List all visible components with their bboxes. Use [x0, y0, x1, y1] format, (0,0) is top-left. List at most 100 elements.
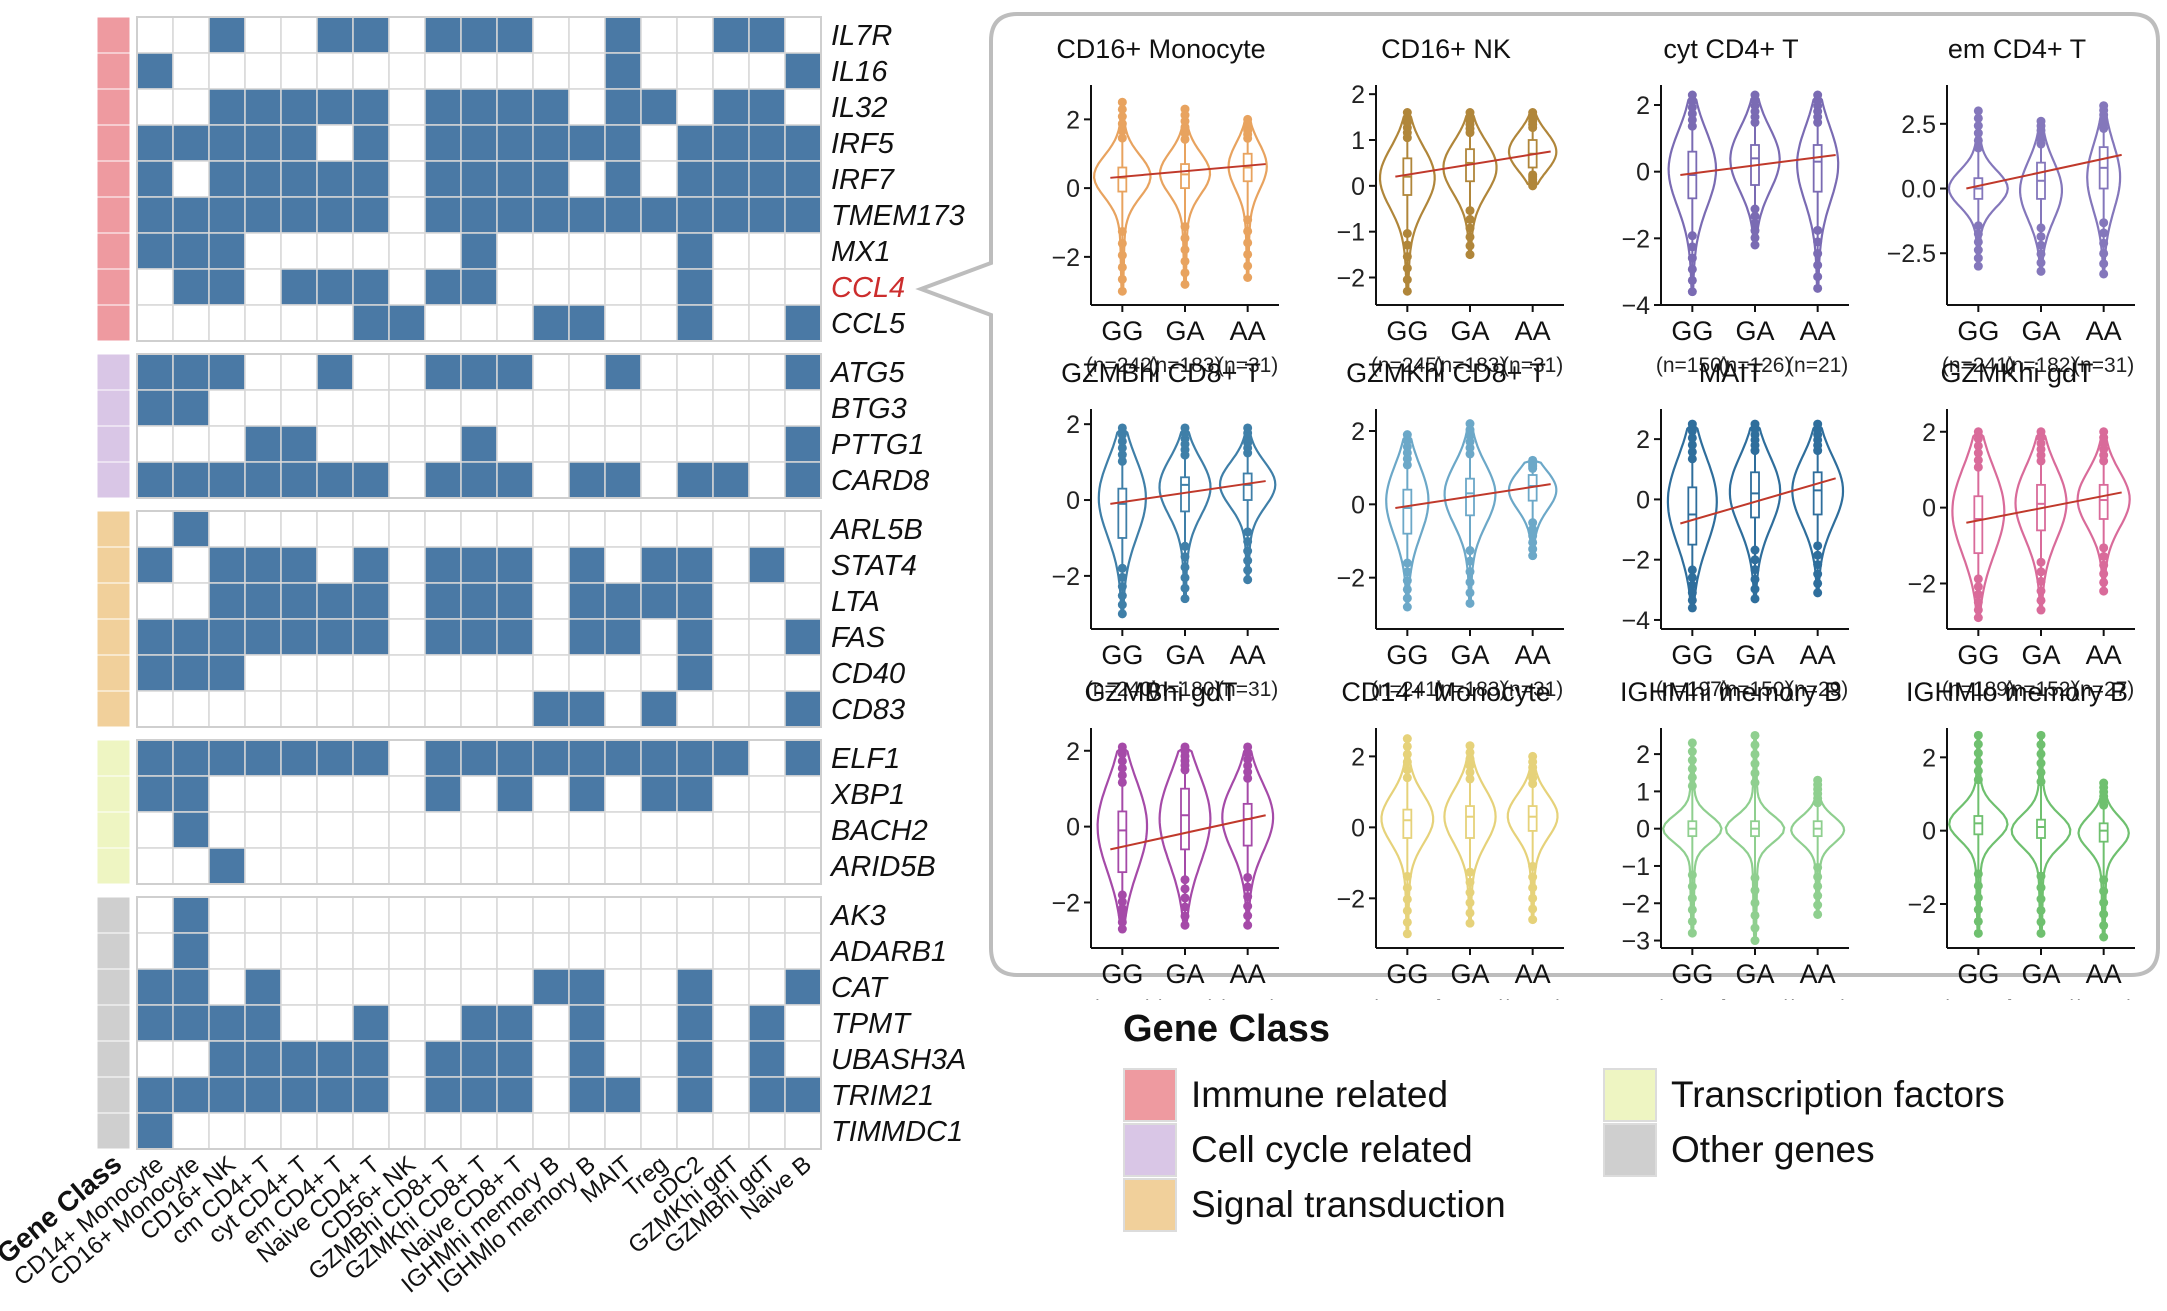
outlier-point	[1117, 104, 1127, 114]
heatmap-cell	[496, 847, 534, 885]
heatmap-cell	[676, 389, 714, 427]
outlier-point	[2036, 777, 2046, 787]
heatmap-figure: IL7R IL16 IL32 IRF5 IRF7 TMEM173 MX1 CCL4 CCL5 AT…	[0, 16, 966, 1298]
heatmap-cell	[280, 16, 318, 54]
outlier-point	[1973, 582, 1983, 592]
x-tick-label: GG	[1101, 959, 1143, 989]
outlier-point	[2036, 266, 2046, 276]
heatmap-cell	[496, 124, 534, 162]
outlier-point	[1750, 740, 1760, 750]
heatmap-cell	[460, 618, 498, 656]
outlier-point	[1687, 242, 1697, 252]
heatmap-cell	[244, 932, 282, 970]
heatmap-cell	[640, 268, 678, 306]
outlier-point	[1528, 904, 1538, 914]
outlier-point	[2036, 116, 2046, 126]
heatmap-cell	[604, 425, 642, 463]
legend-label: Signal transduction	[1191, 1184, 1506, 1225]
gene-class-cell	[96, 775, 131, 813]
gene-label: IL16	[831, 56, 888, 88]
heatmap-cell	[136, 811, 174, 849]
heatmap-cell	[748, 1112, 786, 1150]
outlier-point	[1180, 573, 1190, 583]
outlier-point	[1687, 115, 1697, 125]
gene-class-cell	[96, 124, 131, 162]
outlier-point	[1465, 908, 1475, 918]
outlier-point	[1180, 920, 1190, 930]
outlier-point	[1528, 893, 1538, 903]
y-tick-label: 0	[1636, 486, 1650, 514]
outlier-point	[1402, 917, 1412, 927]
outlier-point	[1243, 920, 1253, 930]
y-tick-label: 2	[1636, 741, 1650, 769]
heatmap-cell	[568, 1112, 606, 1150]
trend-line	[1395, 150, 1551, 178]
heatmap-cell	[784, 1112, 822, 1150]
heatmap-cell	[460, 968, 498, 1006]
heatmap-cell	[640, 510, 678, 548]
x-tick-label: AA	[1230, 640, 1266, 670]
violin-panel: GZMKhi gdT 2 0 −2 GG (n=189) GA (n=152) AA (n=27)	[1907, 358, 2135, 701]
outlier-point	[1465, 567, 1475, 577]
heatmap-cell	[496, 353, 534, 391]
outlier-point	[1117, 133, 1127, 143]
sample-size-label: (n=241)	[1942, 354, 2015, 377]
heatmap-cell	[532, 88, 570, 126]
heatmap-cell	[172, 775, 210, 813]
outlier-point	[1402, 252, 1412, 262]
heatmap-cell	[748, 389, 786, 427]
outlier-point	[1180, 423, 1190, 433]
outlier-point	[1243, 754, 1253, 764]
heatmap-cell	[604, 160, 642, 198]
outlier-point	[1528, 537, 1538, 547]
heatmap-cell	[280, 124, 318, 162]
outlier-point	[1687, 764, 1697, 774]
outlier-point	[1243, 215, 1253, 225]
heatmap-cell	[496, 654, 534, 692]
heatmap-cell	[136, 546, 174, 584]
outlier-point	[2036, 567, 2046, 577]
outlier-point	[1465, 774, 1475, 784]
heatmap-cell	[496, 1076, 534, 1114]
outlier-point	[1117, 897, 1127, 907]
violin-box	[1973, 815, 1984, 836]
outlier-point	[1180, 268, 1190, 278]
outlier-point	[2099, 427, 2109, 437]
outlier-point	[1813, 881, 1823, 891]
outlier-point	[1687, 426, 1697, 436]
outlier-point	[1528, 531, 1538, 541]
outlier-point	[2036, 240, 2046, 250]
heatmap-cell	[712, 304, 750, 342]
outlier-point	[1243, 761, 1253, 771]
outlier-point	[2099, 586, 2109, 596]
outlier-point	[1973, 869, 1983, 879]
sample-size-label: (n=31)	[2073, 354, 2134, 377]
heatmap-cell	[172, 1112, 210, 1150]
heatmap-cell	[208, 124, 246, 162]
outlier-point	[1180, 541, 1190, 551]
heatmap-cell	[172, 847, 210, 885]
heatmap-cell	[424, 88, 462, 126]
gene-class-cell	[96, 968, 131, 1006]
sample-size-label: (n=245)	[1371, 354, 1444, 377]
heatmap-cell	[208, 425, 246, 463]
outlier-point	[2036, 223, 2046, 233]
outlier-point	[1813, 225, 1823, 235]
outlier-point	[1973, 237, 1983, 247]
outlier-point	[1465, 761, 1475, 771]
heatmap-cell	[676, 304, 714, 342]
y-tick-label: −2	[1621, 225, 1650, 253]
heatmap-cell	[532, 124, 570, 162]
heatmap-cell	[676, 1076, 714, 1114]
heatmap-cell	[424, 1112, 462, 1150]
heatmap-cell	[604, 268, 642, 306]
x-tick-label: GG	[1671, 316, 1713, 346]
heatmap-cell	[388, 1004, 426, 1042]
heatmap-cell	[640, 389, 678, 427]
heatmap-cell	[784, 425, 822, 463]
heatmap-cell	[640, 1040, 678, 1078]
sample-size-label: (n=180)	[1149, 678, 1222, 701]
heatmap-cell	[424, 1076, 462, 1114]
outlier-point	[2036, 557, 2046, 567]
outlier-point	[1973, 261, 1983, 271]
